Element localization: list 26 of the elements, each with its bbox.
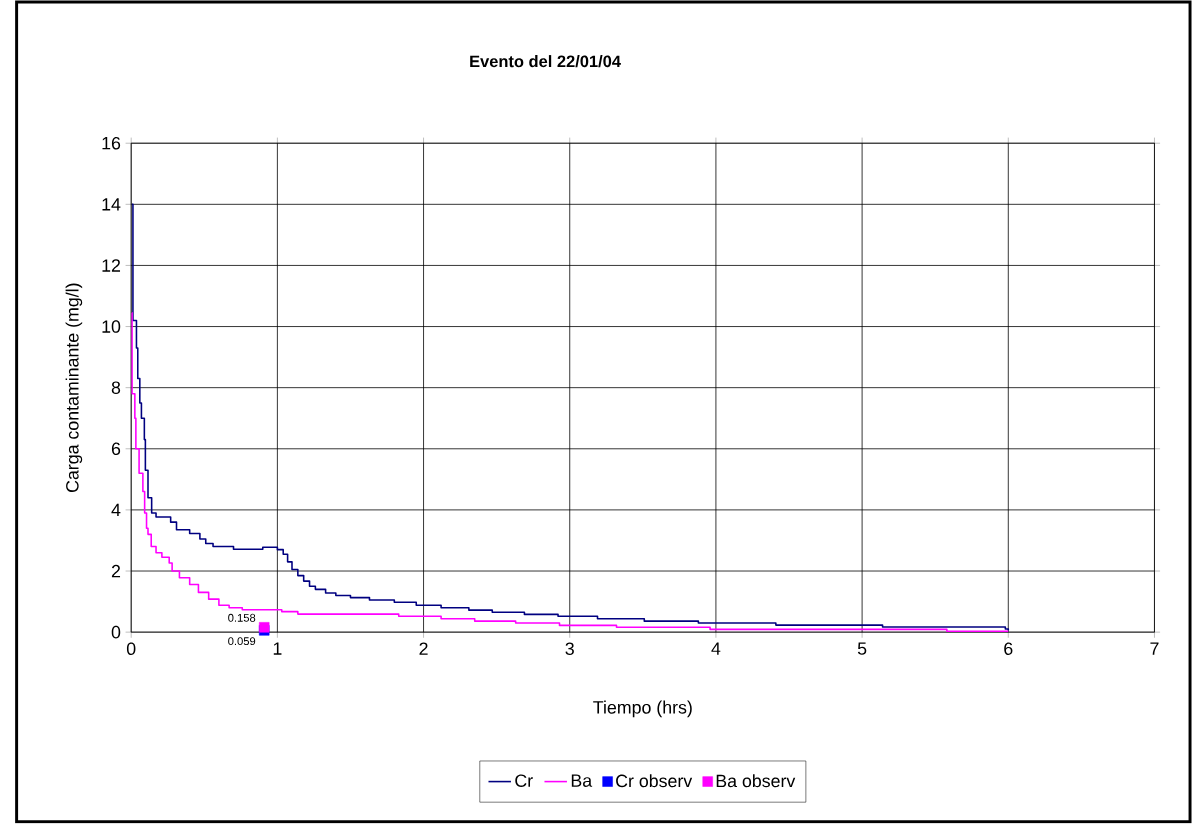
x-tick-label: 7 xyxy=(1150,642,1159,655)
y-tick-label: 12 xyxy=(102,259,121,272)
y-tick-label: 8 xyxy=(111,381,121,395)
y-tick-label: 16 xyxy=(102,137,121,150)
x-tick-label: 6 xyxy=(1004,642,1013,656)
legend-label: Cr observ xyxy=(616,774,693,788)
x-axis-title: Tiempo (hrs) xyxy=(593,700,692,718)
x-tick-label: 4 xyxy=(711,642,721,655)
y-tick-label: 4 xyxy=(111,503,121,517)
x-tick-label: 2 xyxy=(419,642,428,655)
x-tick-label: 5 xyxy=(857,642,867,655)
x-tick-label: 1 xyxy=(273,642,282,655)
y-axis-title: Carga contaminante (mg/l) xyxy=(65,283,83,493)
legend-label: Ba xyxy=(571,774,593,787)
x-tick-label: 3 xyxy=(565,642,574,656)
y-tick-label: 10 xyxy=(102,320,121,333)
legend-label: Cr xyxy=(515,774,533,788)
y-tick-label: 6 xyxy=(111,442,121,456)
legend-label: Ba observ xyxy=(716,774,796,788)
y-tick-label: 2 xyxy=(111,564,121,578)
y-tick-label: 0 xyxy=(111,625,121,639)
data-label: 0.158 xyxy=(228,613,256,622)
data-label: 0.059 xyxy=(228,637,256,646)
chart-title: Evento del 22/01/04 xyxy=(470,55,621,68)
y-tick-label: 14 xyxy=(102,198,121,211)
x-tick-label: 0 xyxy=(126,642,136,656)
